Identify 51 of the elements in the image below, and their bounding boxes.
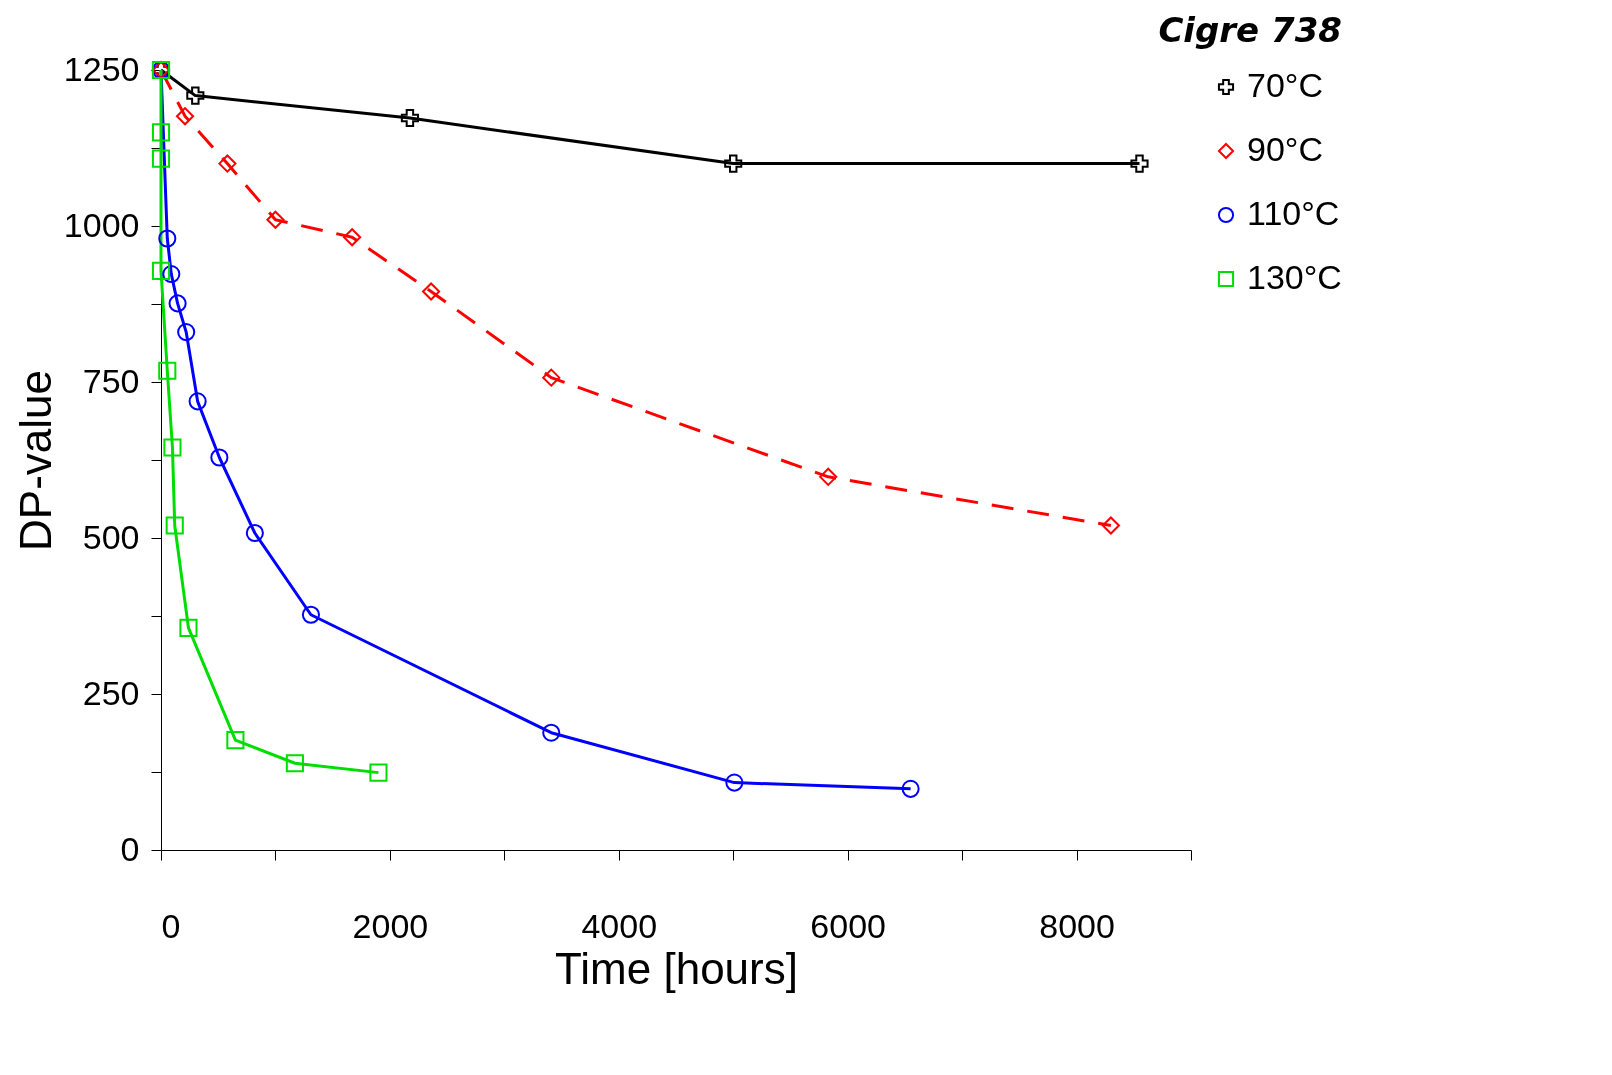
point bbox=[1130, 154, 1149, 173]
point bbox=[158, 361, 177, 380]
point bbox=[400, 108, 419, 128]
x-axis-title: Time [hours] bbox=[555, 943, 798, 993]
point bbox=[301, 605, 320, 624]
text: Cigre 738 bbox=[1158, 10, 1342, 50]
point bbox=[285, 754, 304, 773]
legend-label: 90°C bbox=[1247, 130, 1323, 168]
point bbox=[163, 438, 182, 457]
point bbox=[162, 265, 181, 284]
point bbox=[179, 618, 198, 637]
x-tick-label: 0 bbox=[161, 906, 181, 945]
point bbox=[151, 123, 171, 142]
point bbox=[542, 368, 561, 387]
point bbox=[1101, 516, 1120, 535]
point bbox=[177, 323, 196, 342]
point bbox=[226, 731, 245, 750]
point bbox=[542, 723, 561, 742]
x-tick-label: 2000 bbox=[352, 906, 429, 945]
point bbox=[266, 210, 285, 229]
point bbox=[819, 467, 838, 486]
legend-label: 110°C bbox=[1247, 194, 1340, 232]
y-tick-label: 750 bbox=[82, 361, 140, 400]
legend-label: 130°C bbox=[1247, 258, 1342, 296]
x-tick-label: 6000 bbox=[810, 906, 886, 945]
y-tick-label: 1250 bbox=[63, 49, 140, 88]
point bbox=[901, 779, 920, 798]
y-tick-label: 500 bbox=[82, 517, 140, 556]
y-tick-label: 1000 bbox=[63, 205, 140, 244]
legend-label: 70°C bbox=[1247, 66, 1323, 104]
point bbox=[210, 448, 229, 467]
x-tick-label: 8000 bbox=[1039, 906, 1115, 945]
point bbox=[175, 107, 195, 126]
point bbox=[725, 773, 744, 792]
point bbox=[245, 523, 264, 543]
point bbox=[151, 149, 171, 168]
point bbox=[186, 86, 205, 105]
point bbox=[168, 294, 187, 313]
point bbox=[369, 763, 388, 782]
point bbox=[158, 229, 177, 248]
point bbox=[724, 154, 743, 173]
y-axis-title: DP-value bbox=[10, 370, 60, 551]
y-tick-label: 250 bbox=[82, 673, 140, 712]
y-tick-label: 0 bbox=[120, 829, 140, 868]
point bbox=[343, 228, 362, 247]
point bbox=[422, 282, 441, 301]
point bbox=[218, 154, 237, 173]
point bbox=[151, 261, 171, 280]
x-tick-label: 4000 bbox=[581, 906, 658, 945]
point bbox=[165, 516, 184, 535]
point bbox=[188, 392, 207, 411]
